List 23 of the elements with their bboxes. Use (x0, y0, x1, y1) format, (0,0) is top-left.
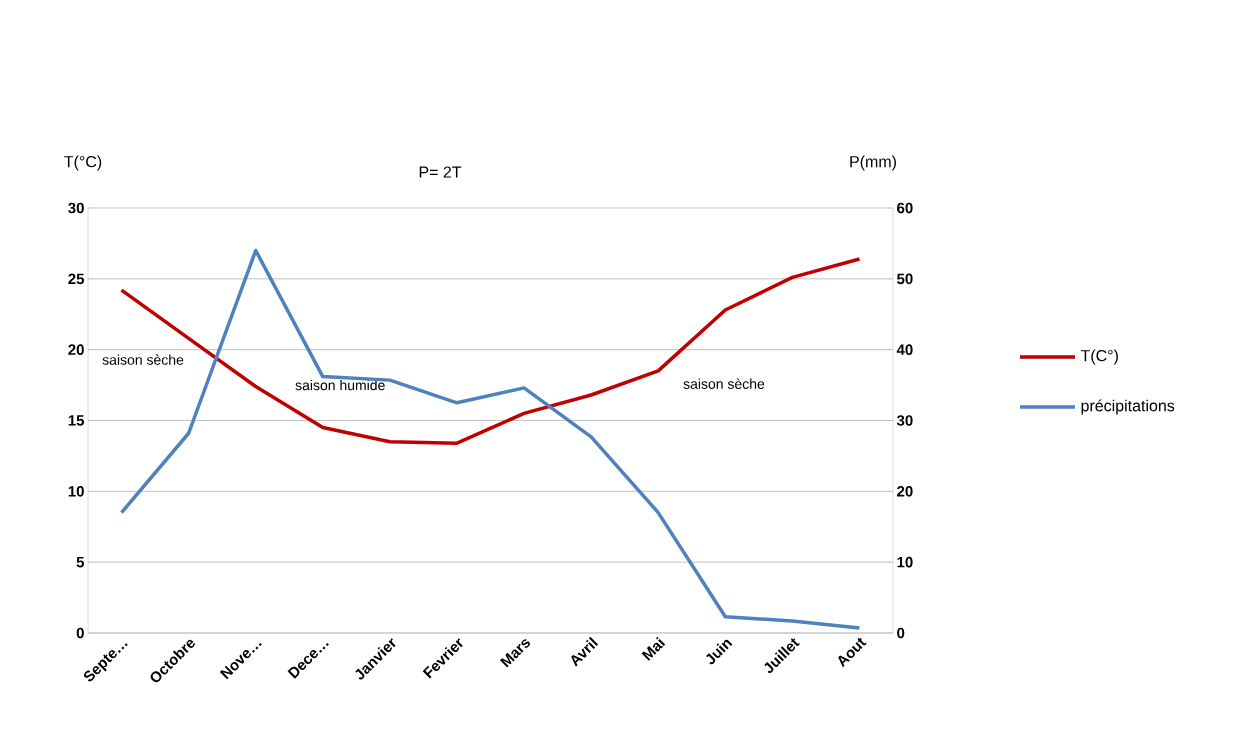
annotation: saison sèche (683, 378, 765, 389)
legend-label: précipitations (1081, 399, 1175, 415)
y-tick-label: 20 (68, 344, 84, 355)
y2-tick-label: 0 (897, 627, 905, 639)
y2-tick-label: 20 (897, 486, 913, 497)
y-tick-label: 15 (68, 415, 85, 426)
annotation: saison humide (295, 379, 385, 391)
y2-tick-label: 30 (896, 415, 913, 426)
y-tick-label: 10 (68, 486, 84, 497)
legend-label: T(C°) (1080, 349, 1118, 365)
annotation: saison sèche (102, 354, 184, 365)
y2-tick-label: 40 (896, 344, 913, 355)
chart-title: P= 2T (419, 166, 462, 178)
y2-tick-label: 50 (897, 273, 913, 285)
y-tick-label: 0 (76, 627, 84, 639)
y-tick-label: 30 (68, 202, 84, 214)
y2-tick-label: 60 (897, 202, 913, 214)
y2-tick-label: 10 (897, 556, 913, 568)
x-tick-label: Mai (641, 636, 666, 661)
y-tick-label: 5 (76, 556, 85, 568)
y2-axis-title: P(mm) (850, 155, 896, 171)
y-axis-title: T(°C) (64, 155, 102, 171)
y-tick-label: 25 (68, 273, 85, 285)
